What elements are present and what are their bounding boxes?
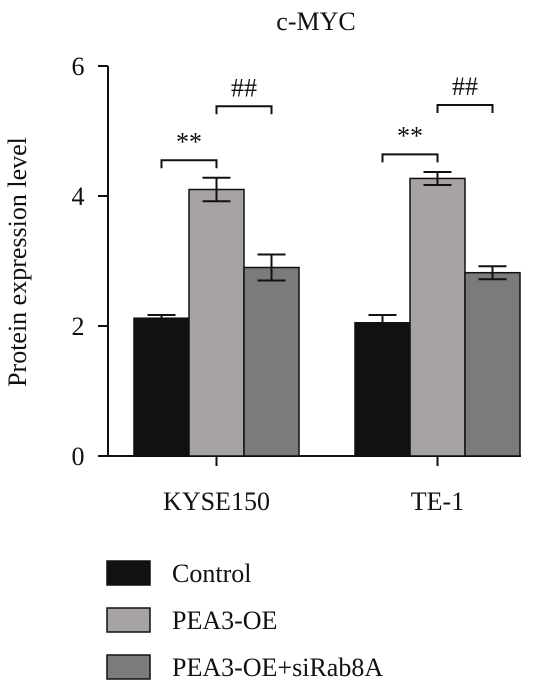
chart-title: c-MYC xyxy=(276,7,355,36)
x-axis: KYSE150 TE-1 xyxy=(107,455,521,516)
x-tick-label: KYSE150 xyxy=(163,487,270,516)
y-tick-label: 0 xyxy=(72,442,85,471)
y-tick-label: 2 xyxy=(72,312,85,341)
bar xyxy=(133,317,190,457)
significance-label: ** xyxy=(176,127,202,156)
x-tick-label: TE-1 xyxy=(411,487,464,516)
y-axis: 0 2 4 6 xyxy=(72,52,109,471)
significance-bracket xyxy=(215,105,273,115)
bars xyxy=(133,170,521,457)
significance-bracket xyxy=(381,153,439,163)
bar xyxy=(464,271,521,457)
significance-label: ** xyxy=(397,121,423,150)
legend: Control PEA3-OE PEA3-OE+siRab8A xyxy=(106,559,383,682)
significance-bracket xyxy=(436,104,494,113)
legend-swatch xyxy=(106,560,151,586)
bar xyxy=(354,322,411,457)
y-tick-label: 6 xyxy=(72,52,85,81)
significance-label: ## xyxy=(231,73,257,102)
legend-swatch xyxy=(106,654,151,680)
significance-bracket xyxy=(160,159,218,169)
legend-label: Control xyxy=(172,559,251,588)
bar xyxy=(243,266,300,457)
bar xyxy=(188,188,245,457)
y-axis-label: Protein expression level xyxy=(3,137,32,387)
bar xyxy=(409,177,466,457)
significance-label: ## xyxy=(452,72,478,101)
legend-swatch xyxy=(106,607,151,633)
legend-label: PEA3-OE xyxy=(172,606,277,635)
significance-annotations: ** ## ** ## xyxy=(160,72,494,169)
y-tick-label: 4 xyxy=(72,182,85,211)
legend-label: PEA3-OE+siRab8A xyxy=(172,653,383,682)
